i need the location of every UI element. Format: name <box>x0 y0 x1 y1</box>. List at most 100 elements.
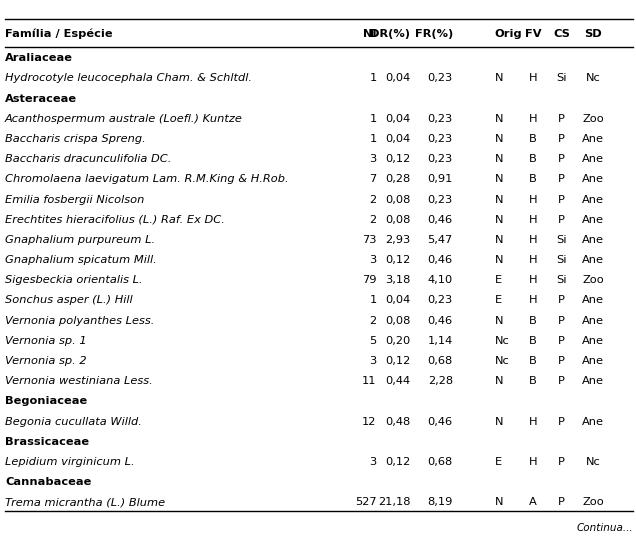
Text: 0,48: 0,48 <box>385 416 410 427</box>
Text: H: H <box>529 235 537 245</box>
Text: 0,08: 0,08 <box>385 195 410 205</box>
Text: N: N <box>495 497 503 507</box>
Text: 527: 527 <box>355 497 377 507</box>
Text: 0,12: 0,12 <box>385 457 410 467</box>
Text: Nc: Nc <box>586 73 601 84</box>
Text: 3: 3 <box>370 154 377 164</box>
Text: H: H <box>529 295 537 305</box>
Text: 0,12: 0,12 <box>385 356 410 366</box>
Text: P: P <box>558 214 565 225</box>
Text: 5: 5 <box>370 336 377 346</box>
Text: 3: 3 <box>370 457 377 467</box>
Text: P: P <box>558 376 565 386</box>
Text: P: P <box>558 457 565 467</box>
Text: Nc: Nc <box>495 336 509 346</box>
Text: Emilia fosbergii Nicolson: Emilia fosbergii Nicolson <box>5 195 144 205</box>
Text: 0,44: 0,44 <box>385 376 410 386</box>
Text: 11: 11 <box>362 376 377 386</box>
Text: P: P <box>558 154 565 164</box>
Text: Zoo: Zoo <box>583 276 604 285</box>
Text: Acanthospermum australe (Loefl.) Kuntze: Acanthospermum australe (Loefl.) Kuntze <box>5 114 243 124</box>
Text: 7: 7 <box>370 174 377 184</box>
Text: 1: 1 <box>370 114 377 124</box>
Text: Zoo: Zoo <box>583 497 604 507</box>
Text: NI: NI <box>363 29 377 39</box>
Text: FR(%): FR(%) <box>415 29 453 39</box>
Text: B: B <box>529 336 537 346</box>
Text: Gnaphalium spicatum Mill.: Gnaphalium spicatum Mill. <box>5 255 157 265</box>
Text: Sigesbeckia orientalis L.: Sigesbeckia orientalis L. <box>5 276 142 285</box>
Text: N: N <box>495 114 503 124</box>
Text: N: N <box>495 316 503 326</box>
Text: 1: 1 <box>370 73 377 84</box>
Text: Baccharis dracunculifolia DC.: Baccharis dracunculifolia DC. <box>5 154 172 164</box>
Text: 2: 2 <box>370 214 377 225</box>
Text: P: P <box>558 114 565 124</box>
Text: Continua...: Continua... <box>576 523 633 533</box>
Text: H: H <box>529 114 537 124</box>
Text: P: P <box>558 497 565 507</box>
Text: Ane: Ane <box>583 154 604 164</box>
Text: P: P <box>558 295 565 305</box>
Text: Araliaceae: Araliaceae <box>5 53 73 63</box>
Text: 0,46: 0,46 <box>427 214 453 225</box>
Text: Brassicaceae: Brassicaceae <box>5 437 89 447</box>
Text: P: P <box>558 336 565 346</box>
Text: 0,23: 0,23 <box>427 134 453 144</box>
Text: Vernonia sp. 1: Vernonia sp. 1 <box>5 336 86 346</box>
Text: 3: 3 <box>370 255 377 265</box>
Text: B: B <box>529 154 537 164</box>
Text: H: H <box>529 255 537 265</box>
Text: DR(%): DR(%) <box>370 29 410 39</box>
Text: Erechtites hieracifolius (L.) Raf. Ex DC.: Erechtites hieracifolius (L.) Raf. Ex DC… <box>5 214 225 225</box>
Text: H: H <box>529 214 537 225</box>
Text: N: N <box>495 174 503 184</box>
Text: 79: 79 <box>362 276 377 285</box>
Text: 0,12: 0,12 <box>385 255 410 265</box>
Text: 0,04: 0,04 <box>385 114 410 124</box>
Text: 0,12: 0,12 <box>385 154 410 164</box>
Text: 0,91: 0,91 <box>427 174 453 184</box>
Text: Ane: Ane <box>583 255 604 265</box>
Text: P: P <box>558 356 565 366</box>
Text: 0,23: 0,23 <box>427 114 453 124</box>
Text: N: N <box>495 255 503 265</box>
Text: B: B <box>529 376 537 386</box>
Text: 0,68: 0,68 <box>427 356 453 366</box>
Text: N: N <box>495 195 503 205</box>
Text: P: P <box>558 134 565 144</box>
Text: N: N <box>495 376 503 386</box>
Text: Begonia cucullata Willd.: Begonia cucullata Willd. <box>5 416 142 427</box>
Text: 3,18: 3,18 <box>385 276 410 285</box>
Text: Trema micrantha (L.) Blume: Trema micrantha (L.) Blume <box>5 497 165 507</box>
Text: P: P <box>558 174 565 184</box>
Text: Família / Espécie: Família / Espécie <box>5 29 113 39</box>
Text: N: N <box>495 134 503 144</box>
Text: 8,19: 8,19 <box>427 497 453 507</box>
Text: H: H <box>529 195 537 205</box>
Text: 0,04: 0,04 <box>385 134 410 144</box>
Text: 0,23: 0,23 <box>427 73 453 84</box>
Text: Begoniaceae: Begoniaceae <box>5 397 87 406</box>
Text: Zoo: Zoo <box>583 114 604 124</box>
Text: E: E <box>495 457 502 467</box>
Text: Sonchus asper (L.) Hill: Sonchus asper (L.) Hill <box>5 295 133 305</box>
Text: 0,46: 0,46 <box>427 416 453 427</box>
Text: Ane: Ane <box>583 356 604 366</box>
Text: 12: 12 <box>362 416 377 427</box>
Text: 21,18: 21,18 <box>378 497 410 507</box>
Text: 5,47: 5,47 <box>427 235 453 245</box>
Text: N: N <box>495 154 503 164</box>
Text: 0,23: 0,23 <box>427 195 453 205</box>
Text: 0,04: 0,04 <box>385 73 410 84</box>
Text: SD: SD <box>584 29 602 39</box>
Text: H: H <box>529 416 537 427</box>
Text: 0,20: 0,20 <box>385 336 410 346</box>
Text: N: N <box>495 416 503 427</box>
Text: B: B <box>529 134 537 144</box>
Text: Si: Si <box>556 255 567 265</box>
Text: FV: FV <box>525 29 541 39</box>
Text: Ane: Ane <box>583 336 604 346</box>
Text: 0,68: 0,68 <box>427 457 453 467</box>
Text: Ane: Ane <box>583 376 604 386</box>
